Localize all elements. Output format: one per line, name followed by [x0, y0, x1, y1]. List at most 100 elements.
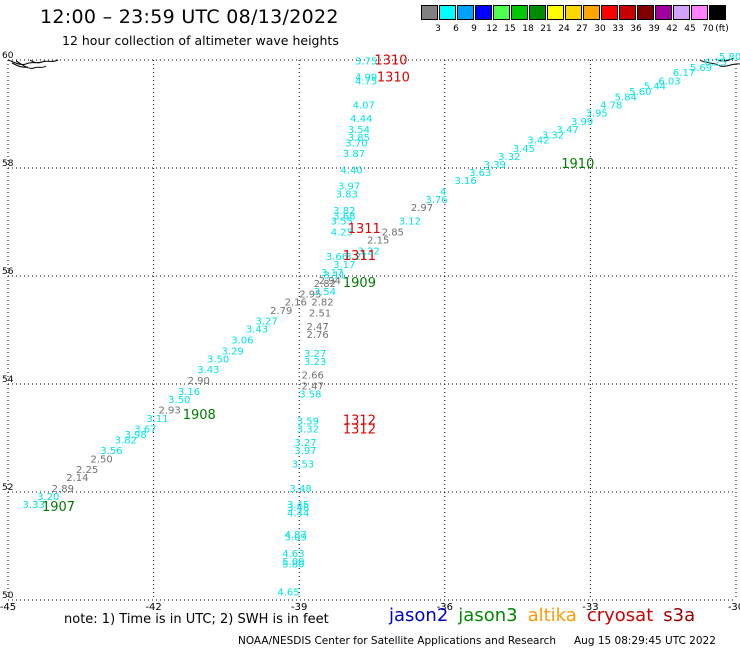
swh-value: 3.56	[100, 446, 122, 457]
swh-value: 2.82	[311, 298, 333, 309]
swh-value: 3.63	[469, 168, 491, 179]
legend-label: 12	[486, 24, 498, 34]
swh-value: 3.67	[134, 425, 156, 436]
footnote: note: 1) Time is in UTC; 2) SWH is in fe…	[64, 612, 329, 627]
swh-value: 4.44	[350, 114, 372, 125]
swh-value: 2.25	[76, 465, 98, 476]
lat-tick-label: 56	[2, 267, 14, 277]
swh-value: 3.16	[455, 176, 477, 187]
swh-value: 2.66	[302, 371, 324, 382]
legend-label: 30	[594, 24, 606, 34]
swh-value: 3.47	[556, 125, 578, 136]
legend-swatch	[691, 5, 708, 20]
legend-label: 24	[558, 24, 570, 34]
swh-value: 2.76	[306, 330, 328, 341]
swh-value: 2.93	[158, 406, 180, 417]
swh-value: 4.78	[600, 101, 622, 112]
legend-label: 9	[471, 24, 477, 34]
pass-time: 1310	[374, 53, 407, 68]
swh-value: 2.14	[66, 473, 88, 484]
legend-swatch	[673, 5, 690, 20]
lat-tick-label: 54	[2, 375, 14, 385]
swh-value: 2.95	[299, 290, 321, 301]
swh-value: 3.97	[294, 446, 316, 457]
swh-value: 3.21	[345, 252, 367, 263]
swh-value: 3.27	[304, 349, 326, 360]
legend-label: 3	[435, 24, 441, 34]
pass-time: 1312	[343, 423, 376, 438]
swh-value: 5.60	[629, 87, 651, 98]
swh-value: 3.43	[246, 325, 268, 336]
legend-swatch	[583, 5, 600, 20]
pass-time: 1310	[377, 71, 410, 86]
legend-label: 39	[648, 24, 660, 34]
legend-swatch	[439, 5, 456, 20]
swh-value: 3.17	[333, 260, 355, 271]
swh-value: 3.12	[399, 217, 421, 228]
satellite-legend: jason2 jason3 altika cryosat s3a	[389, 605, 705, 626]
swh-value: 4.40	[340, 165, 362, 176]
swh-value: 2.51	[309, 309, 331, 320]
swh-value: 2.85	[382, 228, 404, 239]
legend-swatch	[511, 5, 528, 20]
swh-value: 4.75	[355, 76, 377, 87]
lon-tick-label: -33	[582, 602, 598, 613]
swh-value: 3.11	[323, 271, 345, 282]
pass-time: 1909	[343, 276, 376, 291]
legend-label: 27	[576, 24, 588, 34]
swh-value: 3.32	[498, 152, 520, 163]
legend-swatch	[565, 5, 582, 20]
swh-value: 3.99	[571, 117, 593, 128]
swh-value: 3.20	[37, 492, 59, 503]
pass-time: 1910	[561, 157, 594, 172]
swh-value: 3.58	[299, 390, 321, 401]
swh-value: 3.98	[124, 430, 146, 441]
legend-swatch	[709, 5, 726, 20]
iceland-coastline-fragment	[699, 57, 740, 67]
swh-value: 6.17	[673, 68, 695, 79]
swh-value: 3.66	[326, 252, 348, 263]
lat-tick-label: 60	[2, 51, 14, 61]
swh-value: 4.63	[282, 549, 304, 560]
greenland-coastline	[7, 59, 59, 69]
wave-height-tracks: 3.333.202.892.142.252.503.563.823.983.67…	[23, 52, 740, 599]
swh-value: 2.90	[188, 376, 210, 387]
swh-value: 3.23	[304, 357, 326, 368]
swh-value: 3.85	[348, 133, 370, 144]
swh-value: 3.22	[357, 246, 379, 257]
lon-tick-label: -42	[145, 602, 161, 613]
pass-time: 1908	[183, 408, 216, 423]
lon-tick-label: -45	[0, 602, 16, 613]
swh-value: 3.17	[321, 268, 343, 279]
swh-value: 3.75	[355, 56, 377, 67]
pass-time: 1311	[348, 222, 381, 237]
lon-tick-label: -39	[291, 602, 307, 613]
swh-value: 3.39	[484, 160, 506, 171]
swh-value: 3.27	[294, 438, 316, 449]
lat-tick-label: 58	[2, 159, 14, 169]
track-b: 3.754.994.754.074.443.543.853.703.874.40…	[277, 56, 377, 598]
swh-value: 4	[440, 187, 446, 198]
swh-value: 3.59	[297, 417, 319, 428]
legend-swatch	[655, 5, 672, 20]
lat-tick-label: 52	[2, 483, 13, 493]
swh-value: 3.82	[115, 435, 137, 446]
legend-label: 18	[522, 24, 534, 34]
satellite-s3a: s3a	[663, 605, 696, 626]
swh-value: 3.82	[333, 206, 355, 217]
satellite-altika: altika	[527, 605, 577, 626]
swh-value: 5.09	[285, 533, 307, 544]
swh-value: 6.25	[704, 57, 726, 68]
legend-label: 33	[612, 24, 624, 34]
map-subtitle: 12 hour collection of altimeter wave hei…	[62, 33, 339, 48]
swh-value: 3.53	[292, 460, 314, 471]
legend-swatch	[619, 5, 636, 20]
legend-label: 21	[540, 24, 552, 34]
satellite-jason2: jason2	[389, 605, 449, 626]
swh-value: 3.45	[287, 500, 309, 511]
swh-value: 6.03	[658, 76, 680, 87]
legend-label: 36	[630, 24, 642, 34]
swh-value: 2.50	[91, 454, 113, 465]
